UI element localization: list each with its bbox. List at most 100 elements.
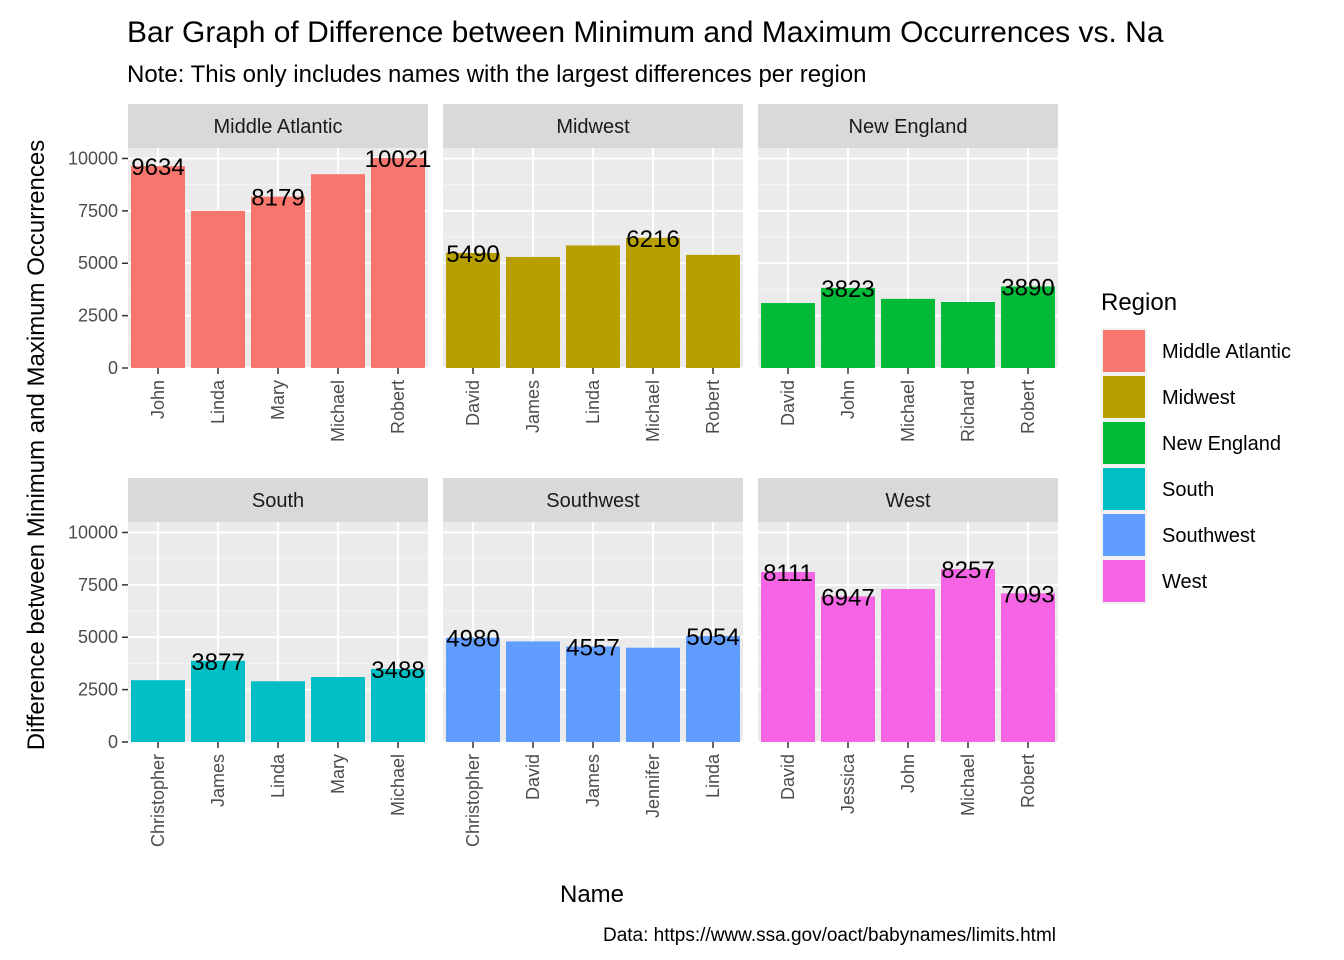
x-tick-label: John — [148, 380, 168, 419]
legend-swatch — [1103, 468, 1145, 510]
bar-linda — [191, 210, 245, 368]
facet-strip — [758, 478, 1058, 522]
facet-strip — [128, 478, 428, 522]
data-label: 9634 — [131, 154, 184, 181]
data-label: 5490 — [446, 241, 499, 268]
y-tick-label: 5000 — [78, 627, 118, 647]
facet-strip-label: Midwest — [556, 116, 630, 138]
x-tick-label: David — [778, 380, 798, 426]
legend-item-new-england: New England — [1101, 420, 1281, 466]
data-label: 4980 — [446, 626, 499, 653]
facet-strip-label: South — [252, 490, 304, 512]
bar-david — [446, 252, 500, 368]
x-tick-label: Michael — [328, 380, 348, 442]
x-tick-label: Mary — [268, 380, 288, 420]
chart-caption: Data: https://www.ssa.gov/oact/babynames… — [603, 925, 1056, 946]
data-label: 3488 — [371, 657, 424, 684]
legend-swatch — [1103, 514, 1145, 556]
x-tick-label: John — [838, 380, 858, 419]
legend-swatch — [1103, 560, 1145, 602]
x-tick-label: Christopher — [463, 754, 483, 847]
bar-michael — [311, 174, 365, 368]
legend-swatch — [1103, 330, 1145, 372]
bar-james — [506, 256, 560, 368]
facet-strip-label: Southwest — [546, 490, 640, 512]
bar-jennifer — [626, 647, 680, 742]
bar-john — [881, 589, 935, 742]
x-tick-label: James — [583, 754, 603, 807]
bar-michael — [941, 568, 995, 742]
facet-panel-middle-atlantic: Middle Atlantic 9634 8179 10021 0 2500 5000 750… — [68, 104, 431, 442]
bar-linda — [686, 636, 740, 742]
bar-michael — [881, 298, 935, 368]
bar-michael — [626, 237, 680, 368]
bar-john — [131, 166, 185, 368]
x-tick-label: Michael — [898, 380, 918, 442]
facet-strip — [128, 104, 428, 148]
x-tick-label: Linda — [583, 379, 603, 424]
x-tick-label: Robert — [388, 380, 408, 434]
x-tick-label: Richard — [958, 380, 978, 442]
bar-david — [506, 641, 560, 742]
x-tick-label: Robert — [1018, 380, 1038, 434]
x-tick-label: Michael — [958, 754, 978, 816]
x-tick-label: John — [898, 754, 918, 793]
facet-panel-west: West 8111 6947 8257 7093 David Jessica John Mich… — [758, 478, 1058, 816]
x-tick-label: David — [523, 754, 543, 800]
y-tick-label: 7500 — [78, 575, 118, 595]
bar-david — [761, 303, 815, 368]
x-tick-label: Jessica — [838, 753, 858, 814]
bar-mary — [311, 677, 365, 742]
x-tick-label: Mary — [328, 754, 348, 794]
facet-panels: Middle Atlantic 9634 8179 10021 0 2500 5000 750… — [68, 104, 1058, 847]
bar-mary — [251, 196, 305, 368]
y-tick-label: 2500 — [78, 306, 118, 326]
facet-strip-label: Middle Atlantic — [214, 116, 343, 138]
data-label: 3890 — [1001, 274, 1054, 301]
bar-linda — [566, 245, 620, 368]
bar-robert — [371, 158, 425, 368]
bar-jessica — [821, 596, 875, 742]
facet-strip-label: West — [885, 490, 931, 512]
legend-item-middle-atlantic: Middle Atlantic — [1101, 328, 1291, 374]
legend-item-midwest: Midwest — [1101, 374, 1236, 420]
y-axis-title: Difference between Minimum and Maximum O… — [23, 140, 50, 750]
bar-james — [566, 646, 620, 742]
legend-item-south: South — [1101, 466, 1214, 512]
x-tick-label: Linda — [268, 753, 288, 798]
y-tick-label: 0 — [108, 732, 118, 752]
bar-robert — [1001, 593, 1055, 742]
y-tick-label: 10000 — [68, 148, 118, 168]
facet-strip — [443, 104, 743, 148]
legend-swatch — [1103, 422, 1145, 464]
data-label: 10021 — [365, 146, 432, 173]
bar-christopher — [446, 637, 500, 742]
facet-strip — [758, 104, 1058, 148]
x-tick-label: Michael — [643, 380, 663, 442]
legend-label: West — [1162, 571, 1208, 593]
bar-david — [761, 572, 815, 742]
y-tick-label: 7500 — [78, 201, 118, 221]
bar-michael — [371, 668, 425, 742]
bar-robert — [686, 254, 740, 368]
y-tick-label: 0 — [108, 358, 118, 378]
x-tick-label: James — [523, 380, 543, 433]
bar-christopher — [131, 680, 185, 742]
y-tick-label: 10000 — [68, 522, 118, 542]
x-tick-label: Linda — [208, 379, 228, 424]
x-tick-label: Michael — [388, 754, 408, 816]
x-axis-title: Name — [560, 881, 624, 908]
legend-label: Midwest — [1162, 387, 1236, 409]
x-tick-label: James — [208, 754, 228, 807]
data-label: 8257 — [941, 557, 994, 584]
legend: Region Middle Atlantic Midwest New England… — [1101, 289, 1291, 604]
legend-label: South — [1162, 479, 1214, 501]
bar-james — [191, 660, 245, 742]
data-label: 4557 — [566, 635, 619, 662]
facet-panel-midwest: Midwest 5490 6216 David James Linda Michael Rob… — [443, 104, 743, 442]
x-tick-label: David — [778, 754, 798, 800]
data-label: 3877 — [191, 649, 244, 676]
x-tick-label: Linda — [703, 753, 723, 798]
x-tick-label: Robert — [1018, 754, 1038, 808]
